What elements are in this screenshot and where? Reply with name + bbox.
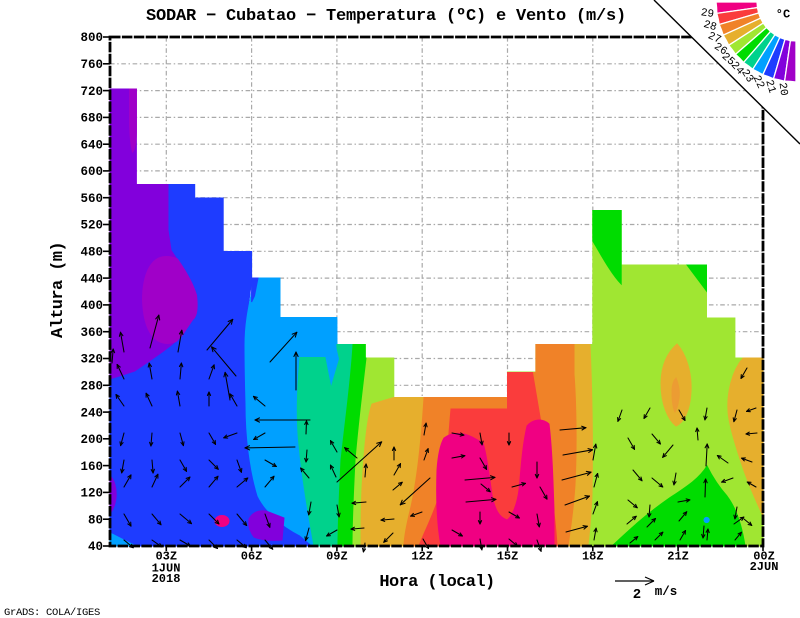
svg-text:Altura (m): Altura (m) [49, 242, 68, 338]
svg-text:720: 720 [80, 85, 103, 99]
svg-text:21: 21 [762, 79, 777, 95]
svg-text:SODAR − Cubatao − Temperatura: SODAR − Cubatao − Temperatura (ºC) e Ven… [146, 7, 626, 26]
svg-text:560: 560 [80, 192, 103, 206]
svg-text:480: 480 [80, 246, 103, 260]
svg-text:28: 28 [702, 19, 718, 34]
svg-text:00Z: 00Z [753, 550, 775, 564]
svg-text:22: 22 [750, 74, 766, 91]
svg-text:800: 800 [80, 31, 103, 45]
svg-text:160: 160 [80, 460, 103, 474]
svg-text:80: 80 [88, 513, 103, 527]
svg-text:2018: 2018 [152, 572, 181, 586]
svg-text:520: 520 [80, 219, 103, 233]
svg-text:760: 760 [80, 58, 103, 72]
svg-text:°C: °C [776, 8, 790, 22]
svg-text:09Z: 09Z [326, 550, 348, 564]
svg-text:2JUN: 2JUN [750, 560, 779, 574]
svg-text:400: 400 [80, 299, 103, 313]
svg-text:06Z: 06Z [241, 550, 263, 564]
svg-text:240: 240 [80, 406, 103, 420]
svg-text:12Z: 12Z [411, 550, 433, 564]
svg-text:680: 680 [80, 112, 103, 126]
svg-text:440: 440 [80, 272, 103, 286]
svg-text:2: 2 [633, 587, 641, 603]
svg-text:21Z: 21Z [667, 550, 689, 564]
svg-text:640: 640 [80, 138, 103, 152]
svg-text:GrADS: COLA/IGES: GrADS: COLA/IGES [4, 607, 100, 618]
svg-text:360: 360 [80, 326, 103, 340]
svg-text:m/s: m/s [655, 585, 678, 599]
svg-text:20: 20 [776, 82, 790, 97]
svg-text:120: 120 [80, 487, 103, 501]
svg-text:15Z: 15Z [497, 550, 519, 564]
svg-text:600: 600 [80, 165, 103, 179]
svg-text:1JUN: 1JUN [152, 562, 181, 576]
svg-text:18Z: 18Z [582, 550, 604, 564]
svg-text:Hora (local): Hora (local) [379, 573, 494, 592]
svg-text:280: 280 [80, 380, 103, 394]
svg-text:27: 27 [706, 30, 723, 46]
svg-text:03Z: 03Z [155, 550, 177, 564]
svg-text:200: 200 [80, 433, 103, 447]
svg-text:40: 40 [88, 540, 103, 554]
svg-text:29: 29 [700, 7, 715, 21]
svg-text:320: 320 [80, 353, 103, 367]
